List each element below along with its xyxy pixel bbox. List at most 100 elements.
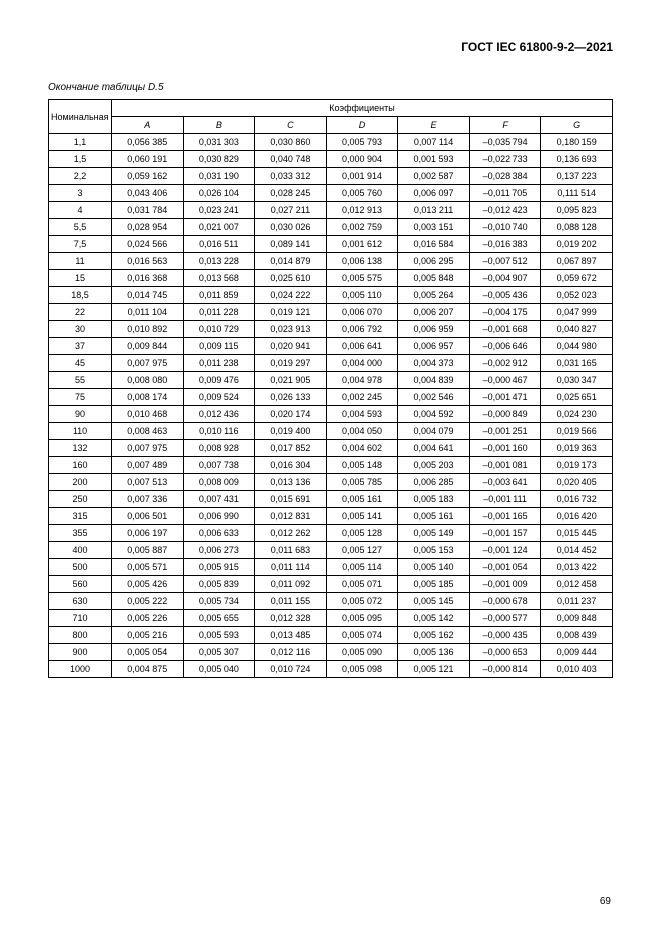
cell-power: 500 — [49, 559, 112, 576]
cell-coef: 0,006 285 — [398, 474, 470, 491]
table-row: 750,008 1740,009 5240,026 1330,002 2450,… — [49, 389, 613, 406]
cell-coef: 0,015 445 — [541, 525, 613, 542]
cell-coef: –0,000 467 — [469, 372, 541, 389]
cell-coef: 0,180 159 — [541, 134, 613, 151]
cell-coef: 0,044 980 — [541, 338, 613, 355]
cell-coef: 0,005 121 — [398, 661, 470, 678]
cell-coef: 0,019 363 — [541, 440, 613, 457]
table-row: 40,031 7840,023 2410,027 2110,012 9130,0… — [49, 202, 613, 219]
cell-coef: 0,030 860 — [255, 134, 327, 151]
coefficients-table: Номинальная мощность Коэффициенты ABCDEF… — [48, 99, 613, 678]
cell-coef: 0,012 436 — [183, 406, 255, 423]
cell-coef: 0,005 571 — [112, 559, 184, 576]
cell-coef: 0,005 110 — [326, 287, 398, 304]
column-letters-row: ABCDEFG — [49, 117, 613, 134]
cell-coef: 0,005 222 — [112, 593, 184, 610]
cell-coef: 0,005 887 — [112, 542, 184, 559]
cell-coef: 0,007 738 — [183, 457, 255, 474]
cell-coef: 0,010 724 — [255, 661, 327, 678]
cell-coef: 0,136 693 — [541, 151, 613, 168]
cell-coef: 0,001 612 — [326, 236, 398, 253]
cell-coef: 0,030 347 — [541, 372, 613, 389]
cell-coef: 0,017 852 — [255, 440, 327, 457]
cell-coef: –0,000 678 — [469, 593, 541, 610]
cell-coef: 0,013 228 — [183, 253, 255, 270]
cell-coef: 0,011 228 — [183, 304, 255, 321]
table-row: 1,50,060 1910,030 8290,040 7480,000 9040… — [49, 151, 613, 168]
table-row: 300,010 8920,010 7290,023 9130,006 7920,… — [49, 321, 613, 338]
cell-coef: –0,004 907 — [469, 270, 541, 287]
cell-coef: 0,005 162 — [398, 627, 470, 644]
cell-power: 18,5 — [49, 287, 112, 304]
cell-power: 630 — [49, 593, 112, 610]
cell-coef: 0,012 831 — [255, 508, 327, 525]
cell-coef: 0,006 197 — [112, 525, 184, 542]
cell-coef: –0,005 436 — [469, 287, 541, 304]
cell-coef: 0,030 026 — [255, 219, 327, 236]
cell-power: 55 — [49, 372, 112, 389]
table-row: 8000,005 2160,005 5930,013 4850,005 0740… — [49, 627, 613, 644]
cell-coef: 0,001 593 — [398, 151, 470, 168]
cell-coef: 0,021 905 — [255, 372, 327, 389]
cell-coef: 0,004 373 — [398, 355, 470, 372]
cell-coef: 0,010 468 — [112, 406, 184, 423]
cell-coef: –0,001 471 — [469, 389, 541, 406]
cell-coef: 0,006 207 — [398, 304, 470, 321]
cell-coef: –0,000 814 — [469, 661, 541, 678]
cell-coef: 0,006 097 — [398, 185, 470, 202]
cell-coef: 0,005 760 — [326, 185, 398, 202]
cell-coef: 0,004 875 — [112, 661, 184, 678]
cell-coef: 0,137 223 — [541, 168, 613, 185]
cell-coef: 0,005 161 — [398, 508, 470, 525]
table-row: 9000,005 0540,005 3070,012 1160,005 0900… — [49, 644, 613, 661]
cell-coef: 0,014 745 — [112, 287, 184, 304]
cell-coef: 0,016 563 — [112, 253, 184, 270]
cell-coef: 0,013 136 — [255, 474, 327, 491]
cell-coef: –0,022 733 — [469, 151, 541, 168]
table-row: 2500,007 3360,007 4310,015 6910,005 1610… — [49, 491, 613, 508]
cell-coef: 0,052 023 — [541, 287, 613, 304]
cell-coef: 0,006 070 — [326, 304, 398, 321]
cell-coef: –0,004 175 — [469, 304, 541, 321]
table-row: 30,043 4060,026 1040,028 2450,005 7600,0… — [49, 185, 613, 202]
table-row: 3150,006 5010,006 9900,012 8310,005 1410… — [49, 508, 613, 525]
cell-coef: 0,005 072 — [326, 593, 398, 610]
cell-coef: 0,009 476 — [183, 372, 255, 389]
cell-coef: 0,019 173 — [541, 457, 613, 474]
cell-power: 160 — [49, 457, 112, 474]
cell-coef: 0,024 230 — [541, 406, 613, 423]
cell-coef: –0,001 668 — [469, 321, 541, 338]
cell-coef: 0,025 651 — [541, 389, 613, 406]
cell-power: 22 — [49, 304, 112, 321]
cell-coef: 0,024 222 — [255, 287, 327, 304]
cell-coef: 0,040 748 — [255, 151, 327, 168]
cell-coef: 0,005 071 — [326, 576, 398, 593]
cell-coef: 0,012 116 — [255, 644, 327, 661]
table-row: 450,007 9750,011 2380,019 2970,004 0000,… — [49, 355, 613, 372]
cell-power: 710 — [49, 610, 112, 627]
cell-coef: 0,005 185 — [398, 576, 470, 593]
cell-coef: 0,008 009 — [183, 474, 255, 491]
cell-coef: 0,003 151 — [398, 219, 470, 236]
cell-power: 37 — [49, 338, 112, 355]
cell-power: 1000 — [49, 661, 112, 678]
cell-power: 800 — [49, 627, 112, 644]
cell-coef: 0,009 115 — [183, 338, 255, 355]
cell-coef: 0,014 452 — [541, 542, 613, 559]
cell-power: 355 — [49, 525, 112, 542]
cell-coef: 0,016 368 — [112, 270, 184, 287]
cell-coef: 0,005 140 — [398, 559, 470, 576]
col-header-letter: B — [183, 117, 255, 134]
col-header-coefficients: Коэффициенты — [112, 100, 613, 117]
col-header-power: Номинальная мощность — [49, 100, 112, 134]
cell-coef: 0,005 127 — [326, 542, 398, 559]
cell-coef: –0,000 849 — [469, 406, 541, 423]
cell-coef: 0,008 928 — [183, 440, 255, 457]
cell-coef: 0,011 092 — [255, 576, 327, 593]
cell-coef: 0,005 128 — [326, 525, 398, 542]
cell-coef: 0,004 641 — [398, 440, 470, 457]
cell-coef: 0,010 729 — [183, 321, 255, 338]
cell-coef: 0,006 792 — [326, 321, 398, 338]
cell-coef: 0,005 141 — [326, 508, 398, 525]
cell-coef: 0,005 153 — [398, 542, 470, 559]
